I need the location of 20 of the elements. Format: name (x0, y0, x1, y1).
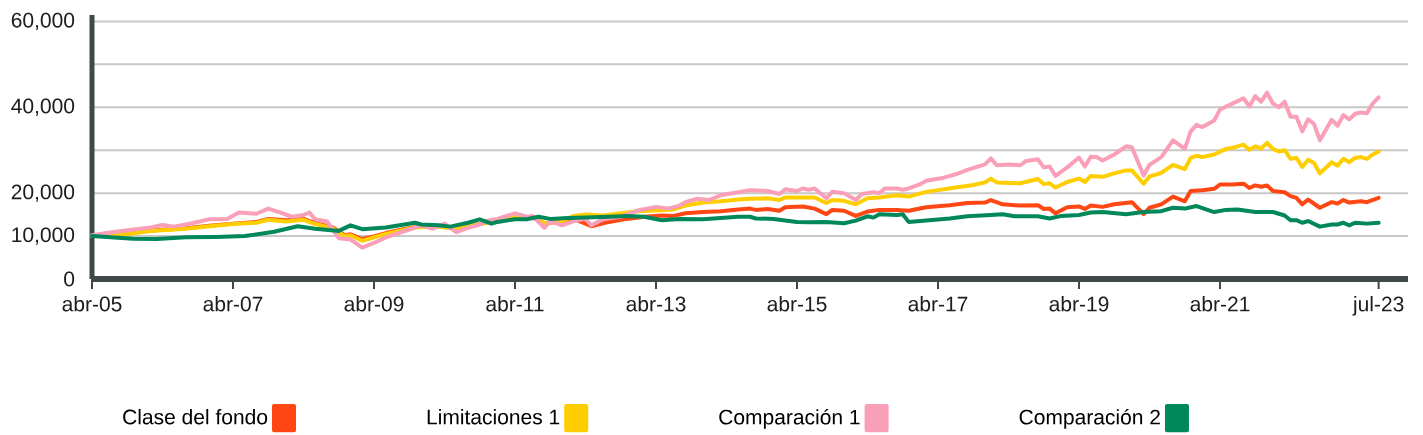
x-tick-label: jul-23 (1352, 296, 1404, 316)
x-tick-label: abr-13 (626, 296, 686, 312)
legend-label: Limitaciones 1 (427, 409, 560, 425)
y-tick-label: 60,000 (11, 12, 75, 31)
x-tick-label: abr-19 (1049, 296, 1109, 312)
x-tick-label: abr-07 (203, 296, 263, 312)
x-tick-label: abr-09 (344, 296, 404, 312)
legend-label: Comparación 2 (1019, 408, 1160, 429)
x-tick-label: abr-15 (767, 296, 827, 312)
y-tick-label: 20,000 (11, 184, 75, 202)
y-tick-label: 10,000 (12, 227, 75, 245)
line-series (90, 90, 1381, 250)
x-tick-label: abr-21 (1190, 296, 1250, 312)
x-tick-label: abr-11 (486, 296, 544, 312)
x-tick-label: abr-17 (908, 296, 968, 312)
x-tick-label: abr-05 (62, 296, 122, 312)
legend-label: Clase del fondo (123, 409, 268, 425)
y-tick-label: 40,000 (11, 98, 75, 116)
legend-label: Comparación 1 (719, 408, 860, 429)
y-tick-label: 0 (64, 271, 75, 287)
